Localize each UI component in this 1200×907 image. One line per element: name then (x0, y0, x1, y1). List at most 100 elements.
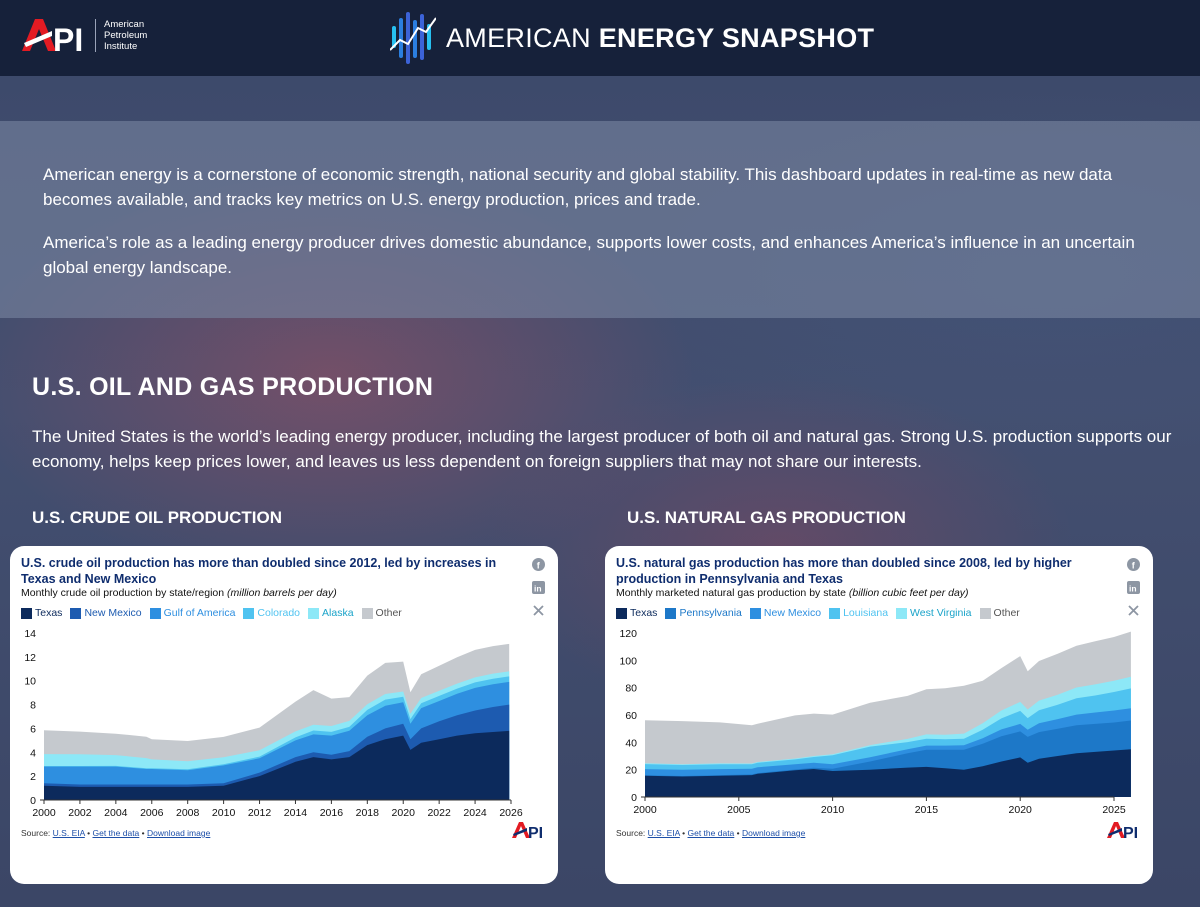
oil-x-tick-label: 2014 (284, 807, 308, 818)
gas-legend-swatch (665, 607, 677, 619)
gas-legend-label: New Mexico (763, 607, 822, 619)
org-line-3: Institute (104, 40, 138, 52)
oil-y-tick-label: 2 (30, 771, 36, 783)
svg-text:in: in (534, 584, 542, 594)
oil-x-tick-label: 2004 (104, 807, 128, 818)
gas-y-tick-label: 120 (619, 628, 637, 640)
svg-text:f: f (537, 561, 541, 571)
gas-legend-item[interactable]: Louisiana (829, 607, 888, 619)
gas-legend-item[interactable]: Other (979, 607, 1020, 619)
oil-legend-label: Other (375, 607, 402, 619)
section-title: U.S. OIL AND GAS PRODUCTION (32, 373, 434, 401)
api-logo-mark: PI (22, 19, 83, 53)
oil-chart-card: U.S. crude oil production has more than … (10, 546, 558, 884)
oil-legend-swatch (361, 607, 373, 619)
oil-x-tick-label: 2010 (212, 807, 236, 818)
facebook-icon[interactable]: f (532, 558, 545, 571)
oil-source-line: Source: U.S. EIA • Get the data • Downlo… (21, 828, 211, 838)
gas-legend-label: Louisiana (843, 607, 889, 619)
gas-source-link[interactable]: U.S. EIA (647, 828, 680, 838)
gas-legend-label: Pennsylvania (679, 607, 742, 619)
gas-legend-item[interactable]: West Virginia (896, 607, 972, 619)
gas-x-tick-label: 2015 (915, 804, 939, 816)
x-icon[interactable] (532, 604, 545, 617)
oil-legend-item[interactable]: Colorado (243, 607, 300, 619)
gas-legend-label: Texas (630, 607, 658, 619)
oil-legend-item[interactable]: Texas (21, 607, 62, 619)
oil-legend-swatch (70, 607, 82, 619)
svg-text:PI: PI (528, 825, 543, 839)
intro-paragraph-1: American energy is a cornerstone of econ… (43, 165, 1113, 209)
linkedin-icon[interactable]: in (1127, 581, 1140, 594)
oil-legend-swatch (308, 607, 320, 619)
gas-x-tick-label: 2005 (727, 804, 751, 816)
gas-area-texas (645, 749, 1131, 797)
oil-y-tick-label: 6 (30, 723, 36, 735)
oil-legend: Texas New Mexico Gulf of America Colorado Al… (21, 607, 410, 619)
oil-x-tick-label: 2006 (140, 807, 164, 818)
oil-y-tick-label: 4 (30, 747, 36, 759)
oil-y-tick-label: 14 (24, 628, 36, 640)
org-line-2: Petroleum (104, 29, 148, 41)
gas-legend-swatch (829, 607, 841, 619)
oil-y-tick-label: 12 (24, 652, 36, 664)
oil-x-tick-label: 2000 (32, 807, 56, 818)
oil-legend-item[interactable]: Alaska (308, 607, 354, 619)
gas-source-label: Source: (616, 828, 646, 838)
oil-legend-item[interactable]: New Mexico (70, 607, 142, 619)
gas-legend-item[interactable]: New Mexico (749, 607, 822, 619)
oil-x-tick-label: 2026 (499, 807, 523, 818)
oil-area-texas (44, 730, 510, 800)
gas-legend-label: Other (993, 607, 1020, 619)
gas-x-tick-label: 2025 (1102, 804, 1126, 816)
site-title: AMERICAN ENERGY SNAPSHOT (446, 23, 874, 54)
gas-y-tick-label: 80 (625, 683, 637, 695)
gas-get-data-link[interactable]: Get the data (687, 828, 735, 838)
oil-x-tick-label: 2018 (356, 807, 380, 818)
site-title-light: AMERICAN (446, 22, 591, 53)
gas-legend-swatch (616, 607, 627, 619)
oil-source-link[interactable]: U.S. EIA (52, 828, 85, 838)
oil-legend-item[interactable]: Gulf of America (149, 607, 236, 619)
gas-legend-item[interactable]: Pennsylvania (665, 607, 742, 619)
oil-y-tick-label: 0 (30, 795, 36, 807)
oil-x-tick-label: 2024 (463, 807, 487, 818)
gas-chart-card: U.S. natural gas production has more tha… (605, 546, 1153, 884)
oil-y-tick-label: 8 (30, 700, 36, 712)
oil-x-tick-label: 2016 (320, 807, 344, 818)
gas-y-tick-label: 100 (619, 655, 637, 667)
gas-chart-title: U.S. natural gas production has more tha… (616, 556, 1072, 586)
oil-legend-label: Gulf of America (163, 607, 236, 619)
gas-legend-item[interactable]: Texas (616, 607, 657, 619)
energy-snapshot-brand[interactable]: AMERICAN ENERGY SNAPSHOT (390, 10, 874, 66)
oil-share-bar: f in (532, 558, 546, 627)
oil-legend-label: Colorado (257, 607, 301, 619)
gas-chart-plot: 0 20 40 60 80 100 120 2000 2005 2010 2015 2020 2025 (619, 628, 1131, 816)
oil-legend-label: Texas (35, 607, 63, 619)
oil-legend-swatch (149, 607, 161, 619)
gas-subtitle-text: Monthly marketed natural gas production … (616, 587, 846, 599)
org-line-1: American (104, 18, 145, 30)
gas-y-tick-label: 20 (625, 765, 637, 777)
oil-get-data-link[interactable]: Get the data (92, 828, 140, 838)
gas-y-tick-label: 60 (625, 710, 637, 722)
x-icon[interactable] (1127, 604, 1140, 617)
intro-paragraph-2: America’s role as a leading energy produ… (43, 233, 1135, 277)
oil-unit-text: (million barrels per day) (227, 587, 337, 599)
oil-legend-label: New Mexico (84, 607, 142, 619)
oil-legend-swatch (243, 607, 255, 619)
oil-chart-subtitle: Monthly crude oil production by state/re… (21, 587, 337, 599)
linkedin-icon[interactable]: in (532, 581, 545, 594)
pulse-chart-icon (390, 12, 436, 64)
gas-x-tick-label: 2000 (633, 804, 657, 816)
gas-download-link[interactable]: Download image (742, 828, 806, 838)
gas-y-tick-label: 40 (625, 737, 637, 749)
gas-chart-subtitle: Monthly marketed natural gas production … (616, 587, 969, 599)
oil-legend-item[interactable]: Other (361, 607, 402, 619)
oil-download-link[interactable]: Download image (147, 828, 211, 838)
api-small-logo: PI (512, 822, 543, 839)
facebook-icon[interactable]: f (1127, 558, 1140, 571)
oil-x-tick-label: 2008 (176, 807, 200, 818)
gas-x-tick-label: 2010 (821, 804, 845, 816)
api-logo[interactable]: PI American Petroleum Institute (22, 17, 147, 53)
